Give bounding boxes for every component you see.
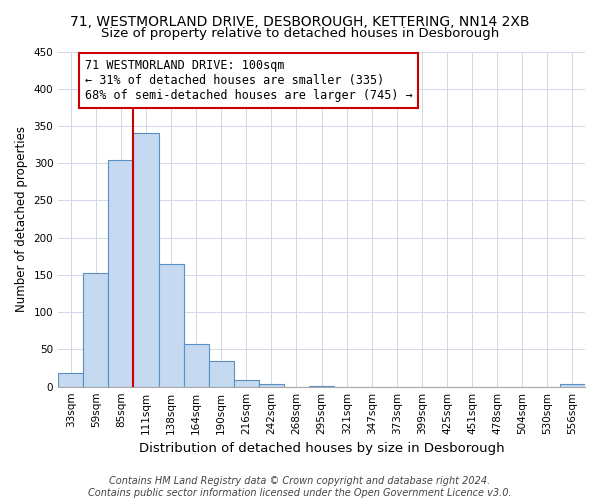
Bar — [234, 380, 259, 386]
Text: Contains HM Land Registry data © Crown copyright and database right 2024.
Contai: Contains HM Land Registry data © Crown c… — [88, 476, 512, 498]
Bar — [83, 274, 109, 386]
Bar — [560, 384, 585, 386]
Bar — [184, 344, 209, 387]
Text: Size of property relative to detached houses in Desborough: Size of property relative to detached ho… — [101, 28, 499, 40]
Bar — [209, 360, 234, 386]
Bar — [109, 160, 133, 386]
Bar — [133, 134, 158, 386]
X-axis label: Distribution of detached houses by size in Desborough: Distribution of detached houses by size … — [139, 442, 505, 455]
Text: 71 WESTMORLAND DRIVE: 100sqm
← 31% of detached houses are smaller (335)
68% of s: 71 WESTMORLAND DRIVE: 100sqm ← 31% of de… — [85, 59, 412, 102]
Text: 71, WESTMORLAND DRIVE, DESBOROUGH, KETTERING, NN14 2XB: 71, WESTMORLAND DRIVE, DESBOROUGH, KETTE… — [70, 15, 530, 29]
Bar — [259, 384, 284, 386]
Bar — [58, 374, 83, 386]
Y-axis label: Number of detached properties: Number of detached properties — [15, 126, 28, 312]
Bar — [158, 264, 184, 386]
